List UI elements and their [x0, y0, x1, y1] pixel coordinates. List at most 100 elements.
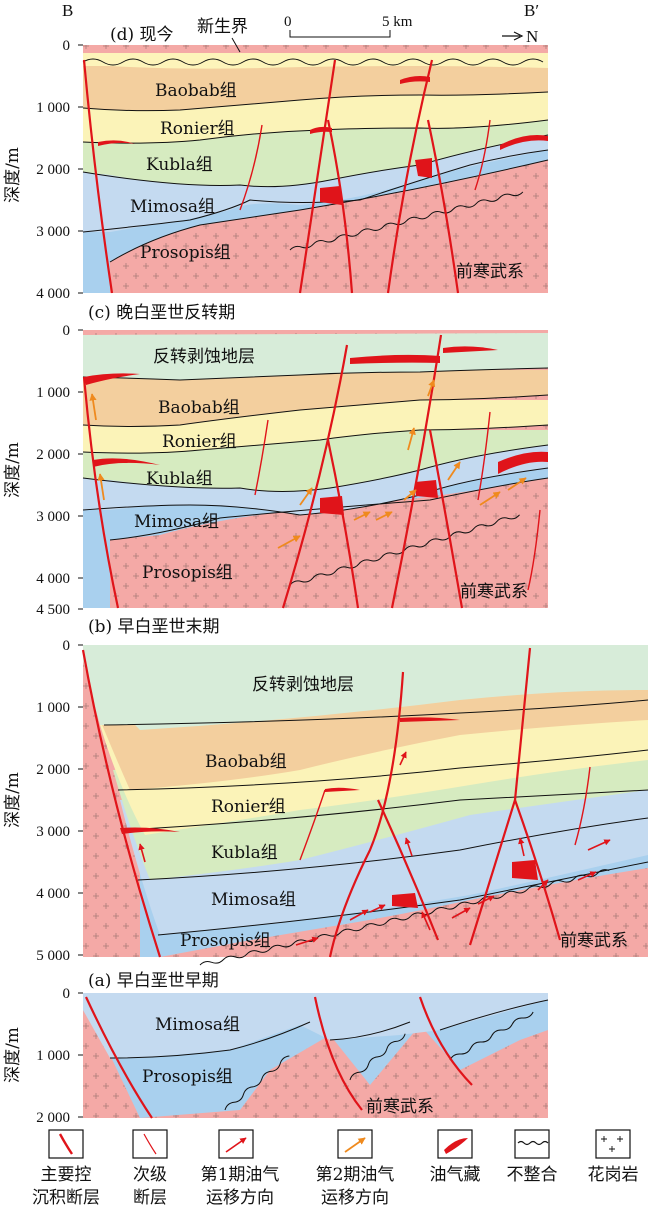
granite-icon [595, 1129, 631, 1159]
svg-text:5 000: 5 000 [36, 948, 70, 964]
unit-label: Baobab组 [155, 81, 237, 101]
svg-text:主要控: 主要控 [41, 1165, 92, 1185]
y-axis-label: 深度/m [3, 147, 23, 203]
svg-text:运移方向: 运移方向 [321, 1188, 389, 1208]
unit-label: Prosopis组 [142, 563, 233, 583]
unit-label: Mimosa组 [211, 890, 296, 910]
second-stage-migration-arrows [89, 379, 527, 549]
scale-bar: 0 5 km [284, 14, 413, 38]
unconformity-line [349, 1033, 406, 1081]
svg-text:2 000: 2 000 [36, 162, 70, 178]
unit-label: 反转剥蚀地层 [153, 347, 255, 367]
svg-text:沉积断层: 沉积断层 [32, 1188, 100, 1208]
unconformity-line [82, 58, 544, 66]
legend-item-major-fault: 主要控 沉积断层 [32, 1129, 100, 1208]
svg-text:0: 0 [63, 986, 71, 1002]
red-arrow-icon [218, 1129, 254, 1159]
major-faults [85, 996, 473, 1119]
svg-text:第2期油气: 第2期油气 [316, 1165, 395, 1185]
unconformity-line [289, 514, 520, 586]
legend-item-reservoir: 油气藏 [430, 1129, 481, 1185]
unconformity-line [224, 1055, 290, 1111]
unit-label: Mimosa组 [130, 197, 215, 217]
first-stage-migration-arrows [138, 751, 611, 946]
svg-text:0: 0 [284, 14, 292, 30]
major-faults [82, 59, 460, 294]
unconformity-icon [514, 1129, 550, 1159]
svg-text:断层: 断层 [133, 1188, 167, 1208]
svg-text:3 000: 3 000 [36, 509, 70, 525]
legend: 主要控 沉积断层 次级 断层 第1期油气 运移方向 第2期油气 运移方向 油气藏 [32, 1129, 639, 1208]
unit-label: Ronier组 [160, 119, 235, 139]
reservoirs [98, 76, 548, 205]
orange-arrow-icon [337, 1129, 373, 1159]
unit-label: Prosopis组 [140, 243, 231, 263]
unit-label: Prosopis组 [142, 1067, 233, 1087]
panel-c: (c) 晚白垩世反转期 反转剥蚀地层 Baobab组 Ronier组 Kubla… [3, 303, 549, 618]
svg-text:次级: 次级 [133, 1165, 167, 1185]
svg-text:4 000: 4 000 [36, 286, 70, 302]
panel-b-title: (b) 早白垩世末期 [88, 617, 220, 637]
svg-text:0: 0 [63, 323, 71, 339]
minor-faults [254, 411, 541, 591]
svg-text:2 000: 2 000 [36, 762, 70, 778]
mimosa-layer [83, 993, 548, 1058]
unit-label: Mimosa组 [155, 1015, 240, 1035]
unit-label: 反转剥蚀地层 [252, 675, 354, 695]
baobab-layer [83, 62, 548, 111]
legend-item-migration-2: 第2期油气 运移方向 [316, 1129, 395, 1208]
major-faults [82, 334, 464, 609]
svg-text:3 000: 3 000 [36, 824, 70, 840]
svg-text:1 000: 1 000 [36, 700, 70, 716]
eroded-layer [83, 333, 548, 380]
svg-text:花岗岩: 花岗岩 [588, 1165, 639, 1185]
minor-faults [239, 119, 491, 211]
svg-text:1 000: 1 000 [36, 100, 70, 116]
unit-label: Mimosa组 [134, 512, 219, 532]
unit-label: Kubla组 [146, 155, 213, 175]
unit-label: Kubla组 [211, 843, 278, 863]
depth-axis-b: 0 1 000 2 000 3 000 4 000 5 000 [36, 638, 83, 964]
svg-text:4 000: 4 000 [36, 886, 70, 902]
svg-text:1 000: 1 000 [36, 1048, 70, 1064]
basement-label: 前寒武系 [560, 931, 628, 951]
panel-d-title: (d) 现今 [110, 25, 174, 45]
svg-text:第1期油气: 第1期油气 [201, 1165, 280, 1185]
panel-c-title: (c) 晚白垩世反转期 [88, 303, 235, 323]
panel-d: (d) 现今 新生界 Baobab组 Ronier组 Kubla组 Mimosa… [3, 1, 549, 302]
unit-label: Baobab组 [158, 398, 240, 418]
legend-item-minor-fault: 次级 断层 [132, 1129, 168, 1208]
svg-text:4 500: 4 500 [36, 602, 70, 618]
svg-text:0: 0 [63, 638, 71, 654]
svg-text:油气藏: 油气藏 [430, 1165, 481, 1185]
svg-text:4 000: 4 000 [36, 571, 70, 587]
reservoirs [84, 346, 548, 515]
svg-text:N: N [526, 27, 538, 46]
section-end-label: B′ [524, 1, 539, 20]
major-faults [81, 647, 562, 958]
svg-text:运移方向: 运移方向 [206, 1188, 274, 1208]
minor-faults [299, 766, 591, 861]
basement-label: 前寒武系 [366, 1097, 434, 1117]
svg-text:3 000: 3 000 [36, 224, 70, 240]
svg-text:2 000: 2 000 [36, 1110, 70, 1126]
svg-text:1 000: 1 000 [36, 385, 70, 401]
unit-label: Ronier组 [211, 797, 286, 817]
svg-text:5 km: 5 km [382, 14, 413, 30]
panel-b: (b) 早白垩世末期 反转剥蚀地层 Baobab组 Ronier组 Kubla组… [3, 617, 649, 966]
depth-axis-d: 0 1 000 2 000 3 000 4 000 [36, 38, 83, 302]
y-axis-label: 深度/m [3, 1027, 23, 1083]
unconformity-line [449, 1011, 534, 1061]
unit-label: Prosopis组 [180, 931, 271, 951]
legend-item-unconformity: 不整合 [507, 1129, 558, 1185]
depth-axis-a: 0 1 000 2 000 [36, 986, 83, 1126]
unit-label: Baobab组 [205, 752, 287, 772]
y-axis-label: 深度/m [3, 772, 23, 828]
panel-a-title: (a) 早白垩世早期 [88, 971, 219, 991]
legend-item-migration-1: 第1期油气 运移方向 [201, 1129, 280, 1208]
y-axis-label: 深度/m [3, 442, 23, 498]
cenozoic-label: 新生界 [197, 17, 248, 37]
unconformity-line [289, 191, 524, 251]
unit-label: Ronier组 [162, 432, 237, 452]
